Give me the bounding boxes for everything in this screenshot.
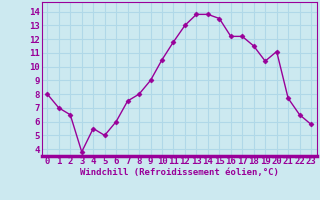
X-axis label: Windchill (Refroidissement éolien,°C): Windchill (Refroidissement éolien,°C) <box>80 168 279 177</box>
